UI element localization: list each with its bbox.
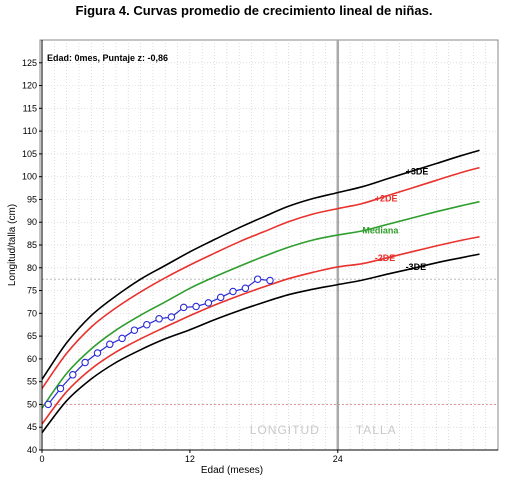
measurement-point <box>266 276 274 285</box>
y-tick-label: 125 <box>22 58 37 68</box>
section-label-talla: TALLA <box>356 423 397 437</box>
y-tick-label: 60 <box>27 354 37 364</box>
y-tick-label: 100 <box>22 172 37 182</box>
measurement-point <box>155 315 163 323</box>
measurement-point <box>56 384 65 393</box>
y-tick-label: 115 <box>23 103 37 113</box>
y-tick-label: 110 <box>23 126 37 136</box>
y-tick-label: 50 <box>27 399 37 409</box>
curve-label: -2DE <box>375 253 396 263</box>
curve-plusminus-3de <box>41 149 480 380</box>
measurement-point <box>167 313 176 321</box>
y-tick-label: 55 <box>27 377 37 387</box>
x-tick-label: 24 <box>333 454 343 464</box>
measurement-point <box>69 371 77 379</box>
measurement-point <box>81 358 89 367</box>
curves <box>41 149 480 434</box>
measurement-point <box>143 320 151 329</box>
y-tick-label: 95 <box>27 194 37 204</box>
curve-label: Mediana <box>362 226 399 236</box>
measurement-point <box>130 326 139 334</box>
measurement-point <box>204 299 213 307</box>
curve-label: +2DE <box>375 194 398 204</box>
curve-minus-2de <box>41 236 480 425</box>
x-tick-label: 12 <box>185 454 195 464</box>
measurement-point <box>216 293 225 302</box>
y-tick-label: 70 <box>27 308 37 318</box>
y-tick-label: 120 <box>22 81 37 91</box>
curve-label: +3DE <box>406 166 429 176</box>
y-tick-label: 75 <box>27 286 37 296</box>
y-tick-label: 80 <box>27 263 37 273</box>
measurement-point <box>192 302 200 311</box>
curve-label: -3DE <box>406 262 427 272</box>
figure-title: Figura 4. Curvas promedio de crecimiento… <box>75 3 433 18</box>
y-tick-label: 40 <box>27 445 37 455</box>
y-tick-label: 45 <box>27 422 37 432</box>
curve-plusminus-2de <box>41 166 480 389</box>
y-tick-label: 90 <box>27 217 37 227</box>
measurement-series <box>44 275 274 409</box>
measurement-point <box>118 334 126 343</box>
measurement-point <box>106 340 114 349</box>
section-label-longitud: LONGITUD <box>250 423 320 437</box>
info-text: Edad: 0mes, Puntaje z: -0,86 <box>47 53 168 63</box>
measurement-point <box>44 400 52 409</box>
measurement-point <box>253 275 262 283</box>
curve-labels: +3DE +2DE Mediana -2DE -3DE <box>362 166 428 272</box>
section-labels: LONGITUD TALLA <box>250 423 397 437</box>
measurement-point <box>179 303 188 312</box>
measurement-point <box>241 284 250 293</box>
y-tick-label: 65 <box>27 331 37 341</box>
y-tick-label: 105 <box>22 149 37 159</box>
measurement-point <box>229 287 237 296</box>
measurement-point <box>93 349 102 357</box>
curve-mediana <box>41 200 480 409</box>
x-axis-label: Edad (meses) <box>201 465 263 476</box>
curve-minus-3de <box>41 253 480 434</box>
y-tick-label: 85 <box>27 240 37 250</box>
axes: 4045505560657075808590951001051101151201… <box>22 40 498 464</box>
y-axis-label: Longitud/talla (cm) <box>7 204 18 286</box>
plot-area <box>39 39 499 451</box>
x-tick-label: 0 <box>39 454 44 464</box>
